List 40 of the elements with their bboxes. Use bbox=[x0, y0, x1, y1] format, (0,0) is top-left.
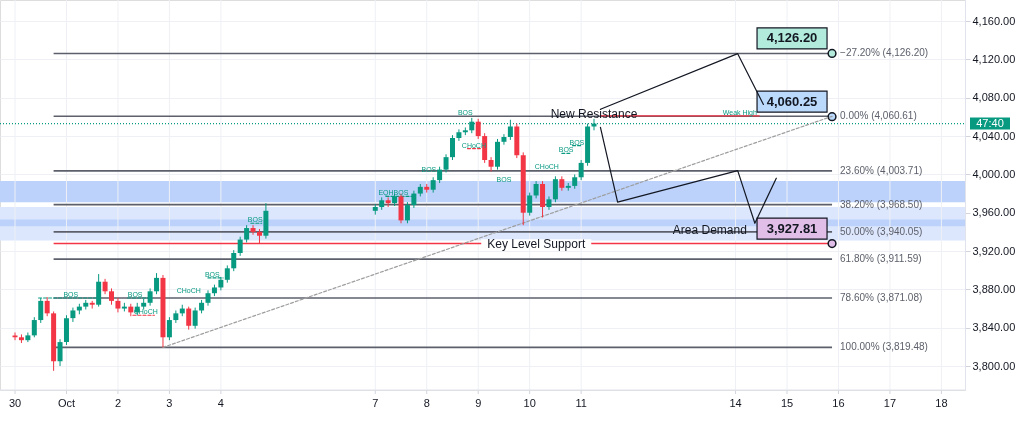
data-label: 3,927.81 bbox=[766, 220, 818, 236]
x-tick-label: 2 bbox=[114, 397, 122, 409]
ref-line-label: 23.60% (4,003.71) bbox=[840, 164, 923, 176]
y-tick-label: 3,840.00 bbox=[972, 321, 1016, 334]
ref-line-label: 50.00% (3,940.05) bbox=[840, 225, 923, 237]
ref-line-label: Key Level Support bbox=[487, 236, 586, 251]
x-tick-label: 15 bbox=[780, 397, 794, 409]
y-tick-label: 4,080.00 bbox=[972, 91, 1016, 104]
y-tick-label: 4,040.00 bbox=[972, 129, 1016, 142]
x-tick-label: 7 bbox=[372, 397, 379, 409]
point bbox=[827, 238, 837, 249]
text: 47:40 bbox=[976, 116, 1004, 129]
y-tick-label: 3,920.00 bbox=[972, 244, 1016, 257]
x-tick-label: 9 bbox=[475, 397, 482, 409]
data-label: 4,126.20 bbox=[766, 30, 818, 46]
ref-line-label: 100.00% (3,819.48) bbox=[840, 341, 928, 353]
data-label: 4,060.25 bbox=[766, 93, 818, 109]
x-tick-label: 10 bbox=[523, 397, 536, 409]
x-tick-label: Oct bbox=[57, 397, 76, 409]
x-tick-label: 8 bbox=[423, 397, 430, 409]
x-tick-label: 3 bbox=[166, 397, 173, 409]
ref-line-label: 0.00% (4,060.61) bbox=[840, 110, 917, 122]
x-tick-label: 18 bbox=[935, 397, 948, 409]
y-tick-label: 4,120.00 bbox=[972, 52, 1016, 65]
ref-line-label: 38.20% (3,968.50) bbox=[840, 198, 923, 210]
x-tick-label: 17 bbox=[883, 397, 897, 409]
ref-line-label: 61.80% (3,911.59) bbox=[840, 253, 922, 265]
y-tick-label: 4,160.00 bbox=[972, 14, 1016, 27]
ref-line-label: 78.60% (3,871.08) bbox=[840, 291, 923, 303]
x-tick-label: 16 bbox=[832, 397, 845, 409]
y-tick-label: 3,800.00 bbox=[972, 359, 1016, 372]
y-tick-label: 4,000.00 bbox=[972, 167, 1016, 180]
y-tick-label: 3,960.00 bbox=[972, 206, 1016, 219]
x-tick-label: 14 bbox=[729, 397, 742, 409]
x-tick-label: 11 bbox=[575, 397, 587, 409]
ref-line-label: −27.20% (4,126.20) bbox=[840, 47, 929, 59]
x-tick-label: 30 bbox=[8, 397, 22, 409]
x-tick-label: 4 bbox=[217, 397, 224, 409]
y-tick-label: 3,880.00 bbox=[972, 282, 1016, 295]
point bbox=[827, 48, 837, 59]
